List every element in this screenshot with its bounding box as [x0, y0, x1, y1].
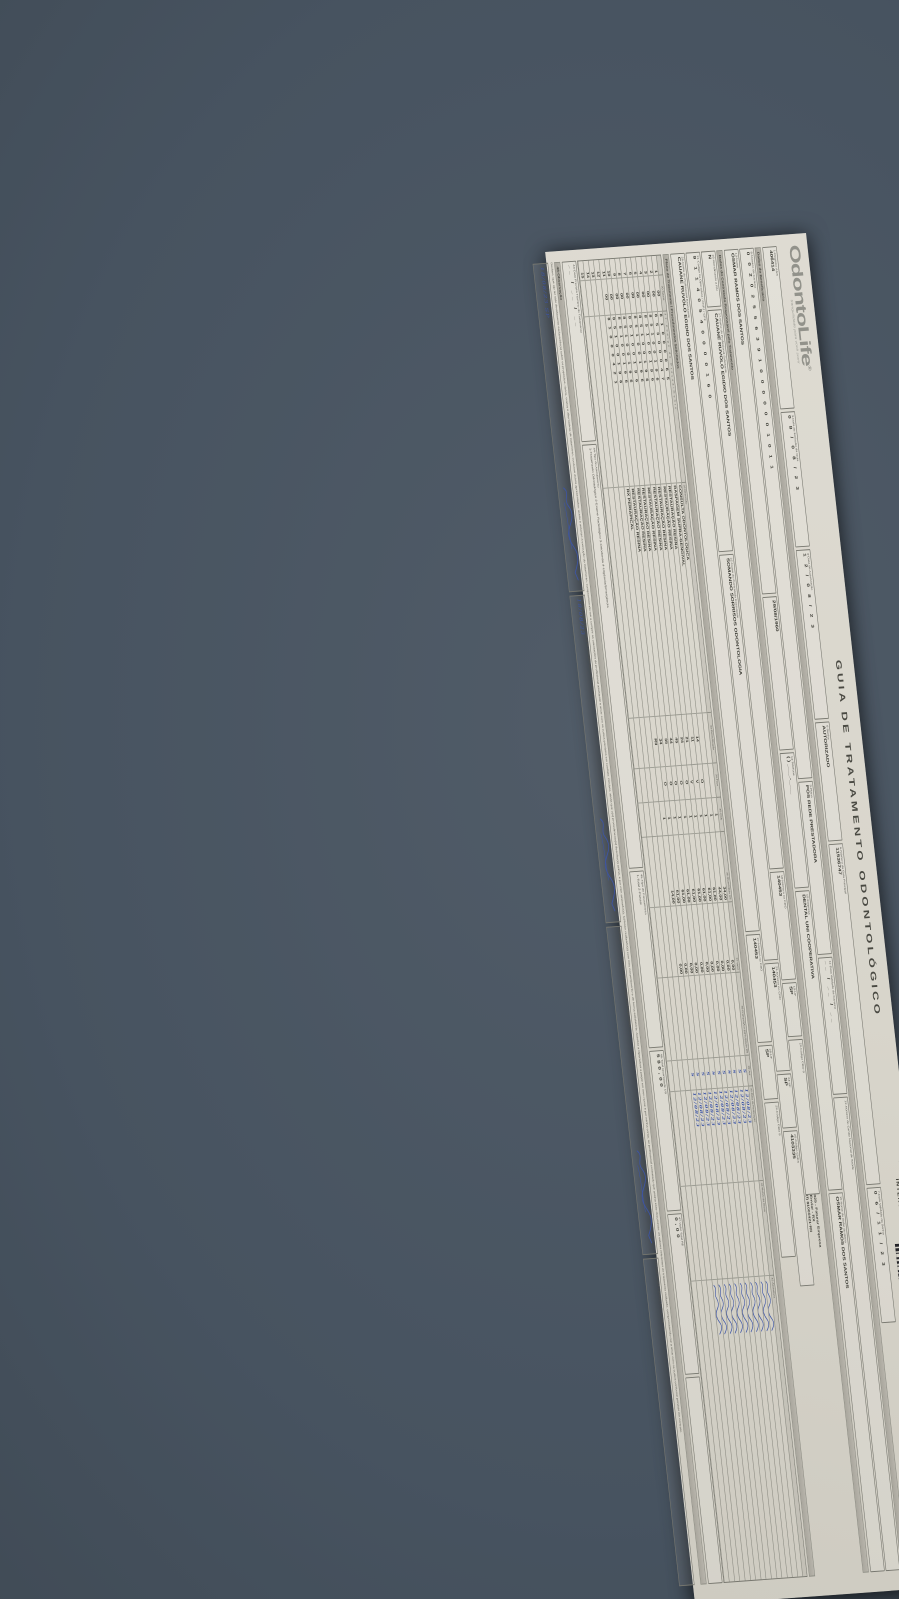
cell-assinatura: [749, 1277, 787, 1578]
procedures-table: 30-Tabela 31-Código do Procedimento 32-D…: [576, 254, 808, 1583]
signature-scribble: [744, 1281, 755, 1334]
cell-assinatura: [717, 1279, 755, 1580]
registered-mark: ®: [806, 365, 813, 371]
cell-assinatura: [723, 1279, 761, 1580]
table-row: 5 00 8 5 1 0 0 1 9 6 RESTAURAÇÃO RESINA 21 V 1…: [630, 257, 782, 1579]
signature-scribble: [728, 1282, 739, 1335]
cell-assinatura: [744, 1277, 782, 1578]
table-row: 6 00 8 5 1 0 0 1 9 6 RESTAURAÇÃO RESINA 24 O 1…: [624, 257, 777, 1579]
signature-scribble: [733, 1282, 744, 1335]
cell-assinatura: [738, 1278, 776, 1579]
cell-assinatura: [712, 1280, 750, 1581]
signature-solicitante: 50-Data, local e Assinatura do Cirurgião…: [532, 262, 585, 592]
signature-scribble: [765, 1280, 776, 1333]
intercambio-label: INTERCÂMBIO: [894, 1178, 899, 1237]
table-row: 7 00 8 5 1 0 0 1 9 6 RESTAURAÇÃO RESINA 45 O 1…: [619, 258, 772, 1579]
table-row: 11 00 8 1 0 0 0 4 2 1 RX PERIAPICAL RII 1 14,0…: [598, 259, 751, 1581]
table-row: 9 00 8 5 1 0 0 1 9 6 RESTAURAÇÃO RESINA 35 O 1…: [609, 258, 761, 1580]
cell-assinatura: [733, 1278, 771, 1579]
signature-scribble: [754, 1280, 765, 1333]
form: OdontoLife® tranquilidade para você sorr…: [532, 244, 899, 1587]
cell-assinatura: [728, 1279, 766, 1580]
signature-scribble: [749, 1281, 760, 1334]
signature-scribble: [712, 1283, 723, 1336]
signature-scribble: [738, 1281, 749, 1334]
signature-scribble: [759, 1280, 770, 1333]
table-row: 3 00 8 5 1 0 0 1 9 6 RESTAURAÇÃO RESINA 14 O 1…: [640, 256, 793, 1578]
guide-number-block: 1562685 INTERCÂMBIO: [895, 1178, 899, 1236]
signature-scribble: [557, 483, 581, 583]
signature-row: 50-Data, local e Assinatura do Cirurgião…: [532, 262, 695, 1587]
table-row: 1 00 8 1 0 0 0 0 6 5 CONSULTA ODONTOLOGICA 1…: [651, 255, 803, 1577]
cell-assinatura: [754, 1277, 792, 1578]
signature-scribble: [631, 1146, 655, 1246]
procedure-rows: 1 00 8 1 0 0 0 0 6 5 CONSULTA ODONTOLOGICA 1…: [577, 255, 803, 1583]
signature-executante: 51-Data, local e Assinatura do Cirurgião…: [569, 594, 621, 924]
table-row: 4 00 8 5 1 0 0 1 9 6 RESTAURAÇÃO RESINA 11 V 1…: [635, 256, 787, 1578]
cell-assinatura: [759, 1276, 797, 1577]
signature-beneficiario: 52-Data, local e Assinatura do Beneficiá…: [605, 925, 658, 1255]
signature-scribble: [717, 1283, 728, 1336]
table-row: 8 00 8 5 1 0 0 1 9 6 RESTAURAÇÃO RESINA 44 O 1…: [614, 258, 766, 1580]
table-row: 10 00 8 5 1 0 0 1 9 6 RESTAURAÇÃO RESINA 34 O…: [603, 259, 756, 1581]
cell-assinatura: [765, 1276, 803, 1577]
paper-document: OdontoLife® tranquilidade para você sorr…: [532, 233, 899, 1599]
signature-scribble: [594, 815, 618, 915]
table-row: 2 00 8 5 3 0 0 0 4 7 RASPAGEM SUPRA-GENGIVA…: [645, 256, 798, 1578]
signature-scribble: [723, 1283, 734, 1336]
